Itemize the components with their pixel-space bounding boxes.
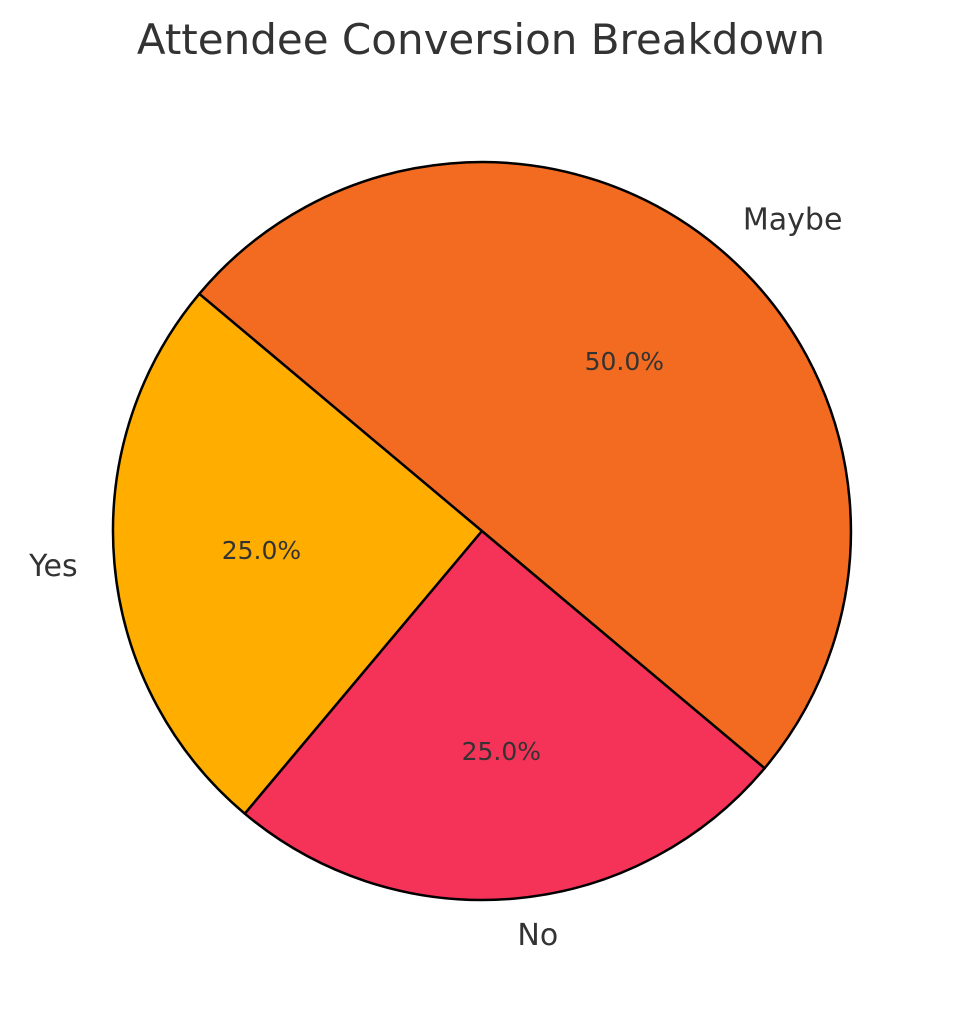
chart-title: Attendee Conversion Breakdown — [137, 15, 825, 64]
pie-slices — [111, 160, 853, 902]
pie-category-label-no: No — [517, 918, 558, 953]
pie-category-label-maybe: Maybe — [743, 203, 843, 238]
pie-slice-no — [243, 529, 766, 902]
pie-slice-maybe — [198, 160, 853, 770]
pie-percent-label-maybe: 50.0% — [585, 347, 664, 376]
pie-labels: 25.0% Yes 25.0% No 50.0% Maybe — [28, 203, 842, 953]
pie-slice-yes — [111, 292, 484, 815]
pie-percent-label-yes: 25.0% — [222, 536, 301, 565]
pie-percent-label-no: 25.0% — [462, 737, 541, 766]
pie-category-label-yes: Yes — [28, 549, 77, 584]
